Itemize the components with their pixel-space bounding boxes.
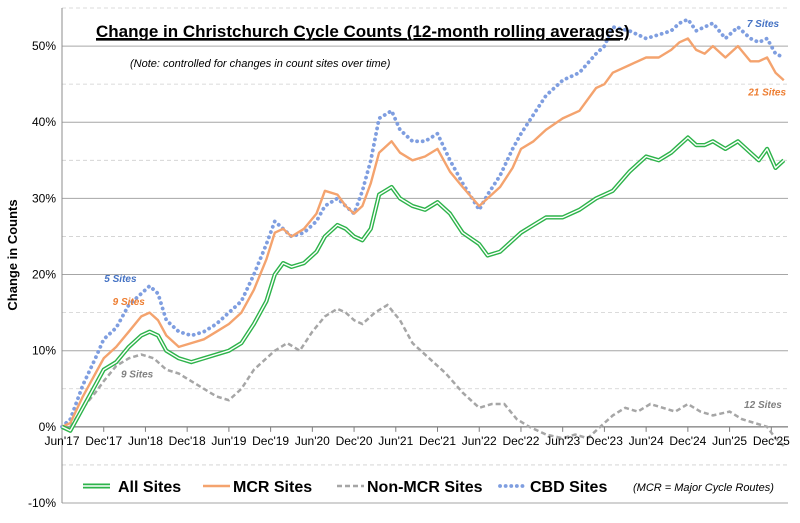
site-count-label: 12 Sites xyxy=(744,400,782,411)
legend-label-mcr-sites: MCR Sites xyxy=(233,479,312,496)
y-tick-label: 50% xyxy=(32,39,56,53)
site-count-label: 7 Sites xyxy=(747,19,780,30)
site-count-label: 9 Sites xyxy=(121,369,154,380)
x-tick-labels: Jun'17 Dec'17 Jun'18 Dec'18 Jun'19 Dec'19 Jun'… xyxy=(45,434,791,448)
legend-note: (MCR = Major Cycle Routes) xyxy=(633,482,774,494)
gridlines xyxy=(61,7,788,504)
x-tick-label: Dec'22 xyxy=(502,434,539,448)
x-tick-label: Jun'23 xyxy=(545,434,580,448)
legend: All Sites MCR Sites Non-MCR Sites CBD Sites xyxy=(83,479,607,496)
series-annotations: 5 Sites 9 Sites 9 Sites 7 Sites 21 Sites 12 S… xyxy=(104,19,786,411)
y-tick-labels: -10% 0% 10% 20% 30% 40% 50% xyxy=(28,39,56,510)
x-tick-label: Dec'19 xyxy=(252,434,289,448)
x-tick-label: Jun'17 xyxy=(45,434,80,448)
x-tick-label: Jun'24 xyxy=(629,434,664,448)
x-tick-label: Dec'20 xyxy=(336,434,373,448)
y-axis-title: Change in Counts xyxy=(5,199,20,310)
x-tick-label: Dec'17 xyxy=(85,434,122,448)
chart-note: (Note: controlled for changes in count s… xyxy=(130,58,391,70)
series-line-inner-all-sites xyxy=(61,136,785,432)
y-tick-label: -10% xyxy=(28,496,56,510)
series-group xyxy=(60,17,786,447)
x-tick-label: Jun'25 xyxy=(712,434,747,448)
site-count-label: 5 Sites xyxy=(104,274,137,285)
chart-title: Change in Christchurch Cycle Counts (12-… xyxy=(96,22,630,41)
x-tick-label: Dec'21 xyxy=(419,434,456,448)
y-tick-label: 20% xyxy=(32,268,56,282)
legend-label-cbd-sites: CBD Sites xyxy=(530,479,607,496)
x-tick-label: Jun'18 xyxy=(128,434,163,448)
x-tick-label: Dec'24 xyxy=(669,434,706,448)
site-count-label: 9 Sites xyxy=(113,297,146,308)
x-tick-label: Jun'20 xyxy=(295,434,330,448)
x-tick-label: Jun'22 xyxy=(462,434,497,448)
x-tick-label: Jun'19 xyxy=(211,434,246,448)
x-tick-label: Dec'25 xyxy=(753,434,790,448)
y-tick-label: 40% xyxy=(32,115,56,129)
y-tick-label: 0% xyxy=(39,420,57,434)
series-line-mcr-sites xyxy=(61,37,785,428)
series-line-cbd-sites xyxy=(60,17,786,429)
site-count-label: 21 Sites xyxy=(747,88,786,99)
y-tick-label: 10% xyxy=(32,344,56,358)
legend-label-all-sites: All Sites xyxy=(118,479,181,496)
legend-label-non-mcr-sites: Non-MCR Sites xyxy=(367,479,483,496)
y-tick-label: 30% xyxy=(32,191,56,205)
x-tick-label: Dec'18 xyxy=(169,434,206,448)
x-tick-label: Dec'23 xyxy=(586,434,623,448)
x-tick-label: Jun'21 xyxy=(378,434,413,448)
